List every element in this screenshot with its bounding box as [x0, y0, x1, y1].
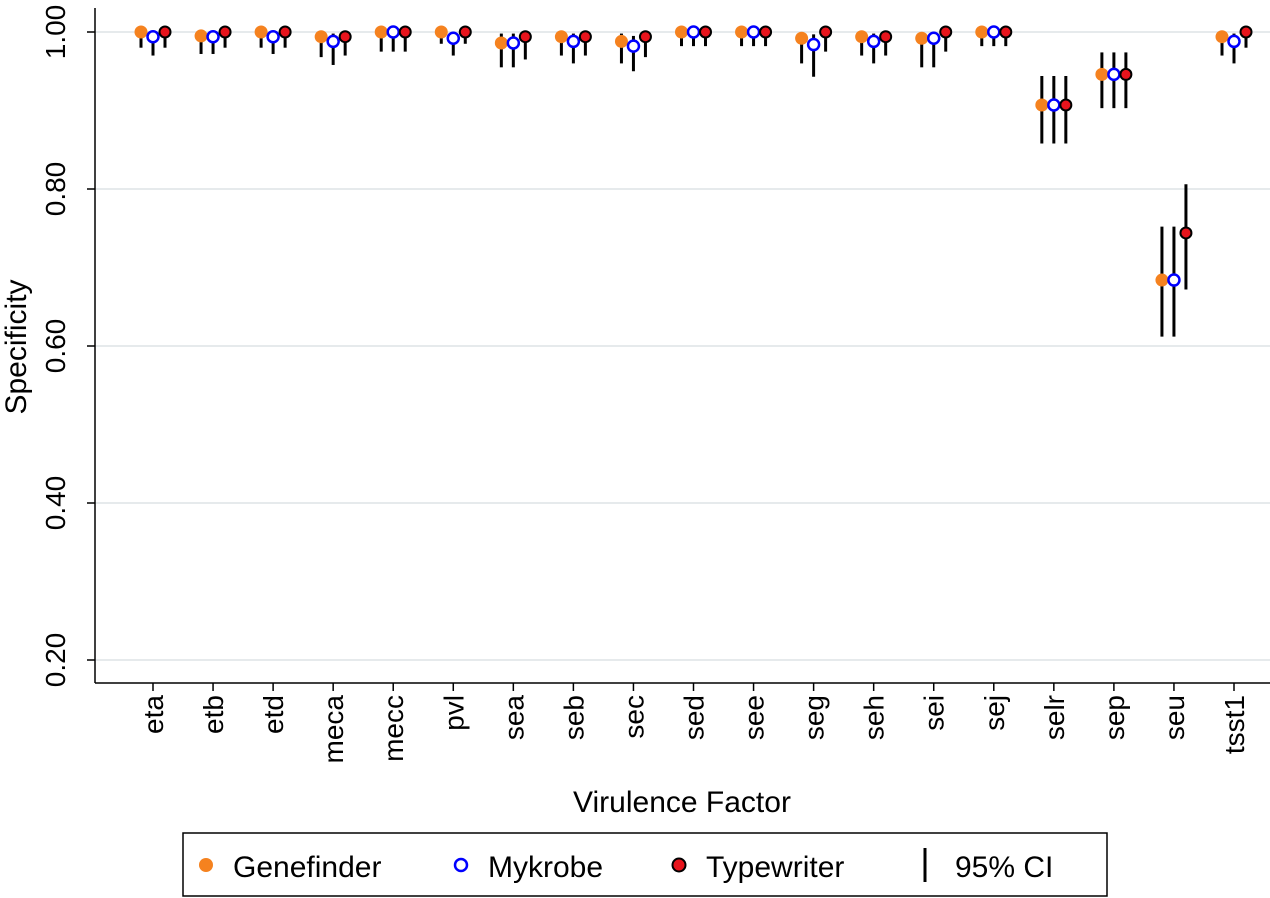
point-mykrobe — [686, 25, 701, 39]
point-typewriter — [518, 30, 532, 44]
point-mykrobe — [1047, 98, 1061, 112]
legend-box — [182, 832, 1108, 897]
point-genefinder — [795, 31, 809, 45]
y-ticks: 0.20 0.40 0.60 0.80 1.00 — [40, 5, 95, 688]
point-mykrobe — [1227, 34, 1241, 49]
x-tick-label: sej — [979, 695, 1010, 731]
point-genefinder — [314, 30, 328, 44]
point-genefinder — [735, 25, 749, 39]
gridlines — [95, 31, 1270, 661]
x-tick-label: seg — [799, 695, 830, 740]
point-typewriter — [278, 25, 292, 39]
x-tick-label: sep — [1099, 695, 1130, 740]
y-tick-label: 0.60 — [40, 319, 71, 374]
point-mykrobe — [446, 31, 461, 46]
y-tick-label: 0.40 — [40, 476, 71, 531]
x-tick-label: mecc — [378, 695, 409, 762]
point-mykrobe — [866, 34, 881, 49]
point-mykrobe — [266, 29, 280, 44]
point-mykrobe — [1107, 67, 1121, 82]
x-tick-label: sei — [919, 695, 950, 731]
point-typewriter — [1059, 98, 1073, 112]
point-genefinder — [554, 30, 568, 44]
x-tick-label: meca — [318, 695, 349, 764]
point-typewriter — [1179, 226, 1193, 240]
y-axis-title: Specificity — [0, 279, 33, 414]
point-typewriter — [398, 25, 412, 39]
point-typewriter — [338, 30, 352, 44]
x-tick-label: seh — [859, 695, 890, 740]
points — [134, 25, 1253, 287]
x-tick-label: etd — [258, 695, 289, 734]
point-mykrobe — [326, 34, 340, 49]
point-mykrobe — [987, 25, 1001, 39]
point-genefinder — [374, 25, 388, 39]
x-tick-label: selr — [1039, 695, 1070, 740]
point-mykrobe — [146, 29, 160, 44]
point-typewriter — [578, 30, 592, 44]
legend-typewriter-marker — [671, 857, 687, 873]
point-typewriter — [759, 25, 773, 39]
point-mykrobe — [1167, 273, 1181, 287]
point-genefinder — [975, 25, 989, 39]
legend: Genefinder Mykrobe Typewriter 95% CI — [182, 832, 1108, 897]
y-tick-label: 0.20 — [40, 633, 71, 688]
x-tick-label: seu — [1159, 695, 1190, 740]
x-tick-label: sec — [618, 695, 649, 739]
x-tick-label: sea — [498, 695, 529, 741]
x-axis-title: Virulence Factor — [573, 786, 791, 819]
point-mykrobe — [926, 31, 941, 46]
point-genefinder — [675, 25, 688, 39]
point-mykrobe — [746, 25, 761, 39]
x-ticks: eta etb etd meca mecc pvl sea seb sec sed see seg se… — [138, 683, 1250, 763]
point-typewriter — [158, 25, 172, 39]
point-typewriter — [218, 25, 232, 39]
point-genefinder — [1155, 273, 1169, 287]
x-tick-label: eta — [138, 695, 169, 734]
y-tick-label: 0.80 — [40, 162, 71, 217]
point-mykrobe — [506, 36, 521, 50]
point-mykrobe — [386, 25, 400, 39]
x-tick-label: seb — [558, 695, 589, 740]
point-typewriter — [1239, 25, 1253, 39]
point-typewriter — [1119, 67, 1133, 81]
point-typewriter — [939, 25, 953, 39]
point-typewriter — [999, 25, 1013, 39]
point-typewriter — [638, 30, 652, 44]
legend-mykrobe-marker — [453, 857, 469, 873]
legend-mykrobe-label: Mykrobe — [488, 851, 603, 884]
legend-genefinder-label: Genefinder — [233, 851, 381, 884]
point-mykrobe — [566, 34, 581, 49]
legend-typewriter-label: Typewriter — [706, 851, 844, 884]
point-mykrobe — [626, 39, 641, 53]
point-genefinder — [1035, 98, 1049, 112]
ci-bars — [139, 32, 1248, 337]
x-tick-label: sed — [679, 695, 710, 740]
point-typewriter — [458, 25, 472, 39]
point-typewriter — [819, 25, 833, 39]
point-genefinder — [1095, 67, 1109, 81]
legend-ci-label: 95% CI — [955, 851, 1053, 884]
point-genefinder — [434, 25, 448, 39]
y-tick-label: 1.00 — [40, 5, 71, 60]
x-tick-label: etb — [198, 695, 229, 734]
x-tick-label: see — [739, 695, 770, 740]
legend-genefinder-marker — [199, 858, 213, 872]
point-mykrobe — [806, 37, 821, 52]
point-genefinder — [855, 30, 869, 44]
point-genefinder — [915, 31, 929, 45]
x-tick-label: pvl — [438, 695, 469, 731]
point-genefinder — [1215, 30, 1229, 44]
point-genefinder — [614, 34, 628, 48]
point-typewriter — [699, 25, 712, 39]
point-mykrobe — [206, 29, 220, 44]
point-genefinder — [494, 36, 508, 50]
point-typewriter — [879, 30, 893, 44]
point-genefinder — [134, 25, 148, 39]
point-genefinder — [254, 25, 268, 39]
x-tick-label: tsst1 — [1219, 695, 1250, 754]
point-genefinder — [194, 29, 208, 43]
